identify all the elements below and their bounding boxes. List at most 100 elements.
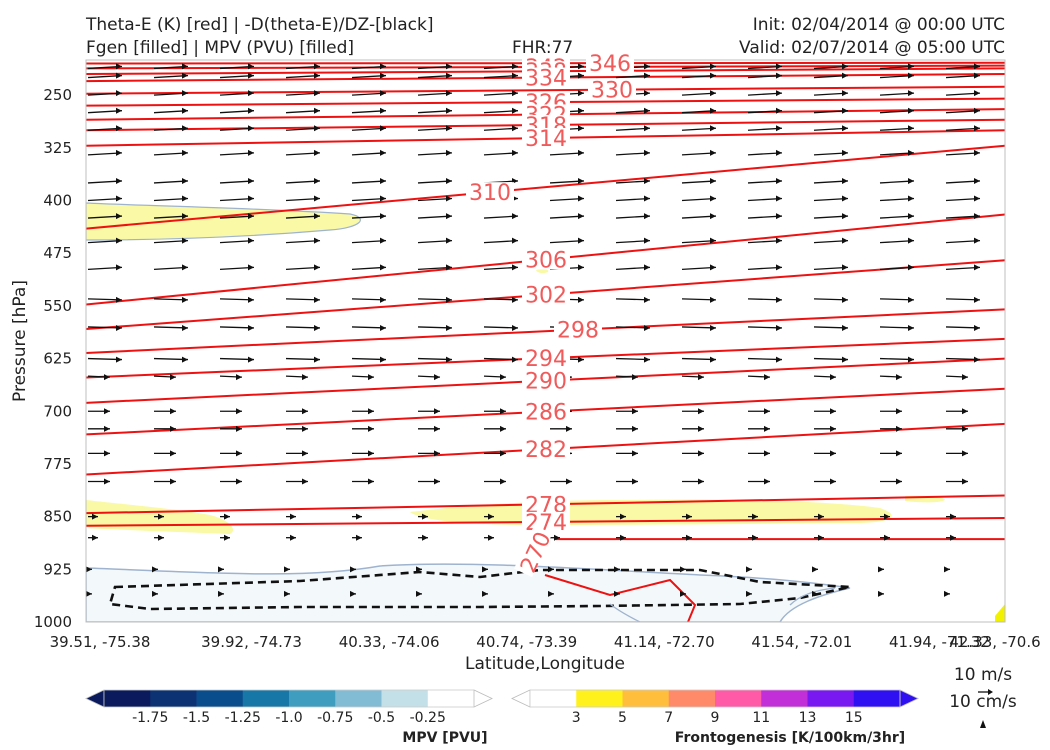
wind-vector-head [830, 450, 836, 457]
mpv-colorbar: -1.75 -1.5 -1.25 -1.0 -0.75 -0.5 -0.25 [85, 689, 493, 726]
wind-vector-head [248, 213, 254, 220]
colorbar-tick-label: 9 [711, 710, 720, 726]
wind-vector-head [776, 264, 782, 271]
contour-label-mask [522, 67, 570, 88]
wind-vector-head [908, 149, 914, 156]
wind-vector-head [314, 177, 320, 184]
colorbar-tick-label: -1.75 [132, 710, 168, 726]
wind-vector-head [776, 296, 782, 303]
wind-vector-head [944, 566, 950, 573]
y-tick-label: 700 [43, 402, 72, 420]
wind-vector-head [380, 296, 386, 303]
theta-e-contour-label: 302 [525, 284, 567, 309]
wind-vector-head [632, 425, 638, 432]
wind-vector-head [644, 177, 650, 184]
wind-vector-head [434, 425, 440, 432]
wind-vector-head [776, 149, 782, 156]
x-axis-label: Latitude,Longitude [465, 654, 625, 674]
wind-vector-head [578, 195, 584, 202]
wind-vector-head [314, 107, 320, 114]
colorbar-frame [103, 689, 475, 708]
y-tick-label: 400 [43, 192, 72, 210]
colorbar-segment [427, 690, 475, 707]
wind-vector-head [314, 324, 320, 331]
colorbar-extend-arrow [511, 689, 531, 708]
wind-vector-head [446, 63, 452, 70]
contour-label-mask [522, 439, 570, 460]
wind-vector-head [842, 356, 848, 363]
wind-vector-head [368, 478, 374, 485]
wind-vector-head [368, 374, 374, 381]
colorbar-tick-label: 3 [572, 710, 581, 726]
colorbar-frame [529, 689, 901, 708]
theta-e-contour-label: 294 [525, 347, 567, 372]
colorbar-tick-label: 7 [664, 710, 673, 726]
wind-vector-head [710, 107, 716, 114]
wind-vector-head [116, 296, 122, 303]
wind-vector-head [380, 72, 386, 79]
contour-label-mask [522, 370, 570, 391]
wind-key-vertical-label: 10 cm/s [949, 692, 1017, 712]
wind-vector-head [842, 213, 848, 220]
wind-vector-head [488, 513, 494, 520]
wind-vector-head [434, 408, 440, 415]
wind-vector-head [236, 408, 242, 415]
wind-vector-head [644, 296, 650, 303]
wind-vector-head [182, 107, 188, 114]
wind-vector-head [314, 149, 320, 156]
wind-vector-head [314, 72, 320, 79]
colorbar-segment [335, 690, 382, 707]
wind-vector-head [314, 125, 320, 132]
x-tick-label: 41.94, -71.32 [889, 633, 990, 651]
wind-vector-head [248, 324, 254, 331]
wind-vector-head [116, 324, 122, 331]
wind-vector-head [644, 72, 650, 79]
wind-vector-head [290, 513, 296, 520]
mpv-colorbar-title: MPV [PVU] [402, 730, 487, 746]
wind-vector-head [116, 177, 122, 184]
theta-e-contour [86, 308, 1005, 354]
wind-vector-head [698, 425, 704, 432]
wind-vector-head [578, 107, 584, 114]
wind-vector-head [380, 177, 386, 184]
wind-vector-head [644, 356, 650, 363]
wind-vector-head [710, 213, 716, 220]
theta-e-contour-label: 282 [525, 438, 567, 463]
wind-vector-head [632, 374, 638, 381]
wind-vector-head [380, 90, 386, 97]
colorbar-tick-label: -0.25 [410, 710, 446, 726]
wind-vector-head [236, 478, 242, 485]
wind-vector-head [962, 478, 968, 485]
wind-vector-head [710, 72, 716, 79]
wind-vector-head [842, 90, 848, 97]
static-contours [108, 568, 1005, 622]
wind-vector-head [314, 296, 320, 303]
wind-vector-head [614, 590, 620, 597]
wind-vector-head [380, 195, 386, 202]
wind-vector-head [944, 590, 950, 597]
wind-vector-head [416, 590, 422, 597]
wind-vector-head [482, 566, 488, 573]
wind-vector-head [116, 356, 122, 363]
wind-vector-head [578, 149, 584, 156]
wind-vector-head [368, 408, 374, 415]
wind-vector-head [776, 72, 782, 79]
wind-vector-head [116, 149, 122, 156]
y-tick-label: 775 [43, 455, 72, 473]
wind-vector-head [446, 213, 452, 220]
wind-vector-head [314, 237, 320, 244]
x-tick-label: 41.14, -72.70 [614, 633, 715, 651]
wind-vector-head [908, 356, 914, 363]
colorbar-segment [668, 690, 716, 707]
wind-vector-head [710, 264, 716, 271]
wind-vector-head [644, 213, 650, 220]
wind-vector-head [116, 237, 122, 244]
fgen-fill-small [536, 268, 549, 274]
x-tick-label: 41.54, -72.01 [751, 633, 852, 651]
wind-vector-head [236, 450, 242, 457]
wind-vector-head [434, 374, 440, 381]
theta-e-contour-label: 310 [469, 181, 511, 206]
wind-vector-head [896, 374, 902, 381]
wind-vector-head [380, 356, 386, 363]
wind-vector-head [170, 374, 176, 381]
